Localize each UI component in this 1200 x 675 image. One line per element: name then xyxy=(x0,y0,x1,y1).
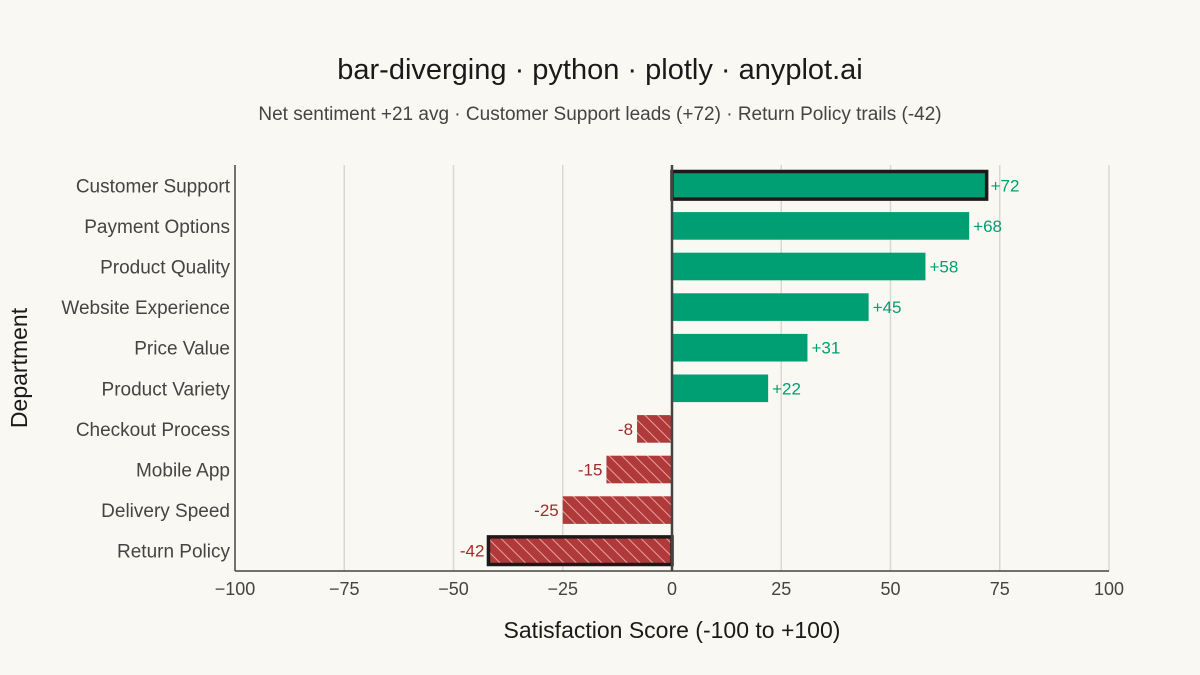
y-tick-label: Return Policy xyxy=(117,542,230,563)
bar-mobile-app xyxy=(606,455,672,484)
x-tick-label: 100 xyxy=(1094,579,1124,599)
x-axis-title: Satisfaction Score (-100 to +100) xyxy=(504,617,841,643)
x-tick-label: 25 xyxy=(771,579,791,599)
x-tick-label: −100 xyxy=(215,579,256,599)
y-tick-label: Mobile App xyxy=(136,461,230,482)
x-tick-label: 50 xyxy=(880,579,900,599)
y-tick-label: Product Variety xyxy=(102,379,231,400)
bar-customer-support xyxy=(670,169,989,201)
x-tick-label: 0 xyxy=(667,579,677,599)
x-tick-label: −25 xyxy=(547,579,578,599)
y-tick-label: Customer Support xyxy=(76,176,231,197)
data-label: +58 xyxy=(929,258,958,277)
y-tick-label: Product Quality xyxy=(100,258,230,279)
data-label: -42 xyxy=(460,542,485,561)
bar-checkout-process xyxy=(637,415,672,443)
chart-subtitle: Net sentiment +21 avg · Customer Support… xyxy=(258,104,942,125)
y-tick-label: Price Value xyxy=(134,339,230,360)
data-label: +68 xyxy=(973,217,1002,236)
x-tick-label: 75 xyxy=(990,579,1010,599)
bar-website-experience xyxy=(672,293,869,321)
data-label: +22 xyxy=(772,379,801,398)
axes xyxy=(234,165,1109,572)
bar-delivery-speed xyxy=(562,496,672,524)
bar-product-variety xyxy=(672,374,769,403)
y-tick-label: Delivery Speed xyxy=(101,501,230,522)
data-label: +45 xyxy=(873,298,902,317)
y-tick-label: Checkout Process xyxy=(76,420,230,441)
data-label: -8 xyxy=(618,420,633,439)
bars xyxy=(486,169,989,567)
bar-price-value xyxy=(672,333,808,362)
y-axis-title: Department xyxy=(6,307,32,428)
bar-return-policy xyxy=(486,535,674,567)
y-tick-label: Payment Options xyxy=(84,217,230,238)
data-label: -25 xyxy=(534,501,559,520)
data-label: +72 xyxy=(991,176,1020,195)
x-tick-label: −75 xyxy=(329,579,360,599)
bar-payment-options xyxy=(672,212,970,240)
labels: −100 −75 −50 −25 0 25 50 75 100 +72 Customer Suppo… xyxy=(6,176,1124,643)
data-label: +31 xyxy=(811,339,840,358)
chart-title: bar-diverging · python · plotly · anyplo… xyxy=(337,54,863,86)
y-tick-label: Website Experience xyxy=(61,298,230,319)
data-label: -15 xyxy=(578,461,603,480)
x-tick-label: −50 xyxy=(438,579,469,599)
bar-product-quality xyxy=(672,252,926,281)
